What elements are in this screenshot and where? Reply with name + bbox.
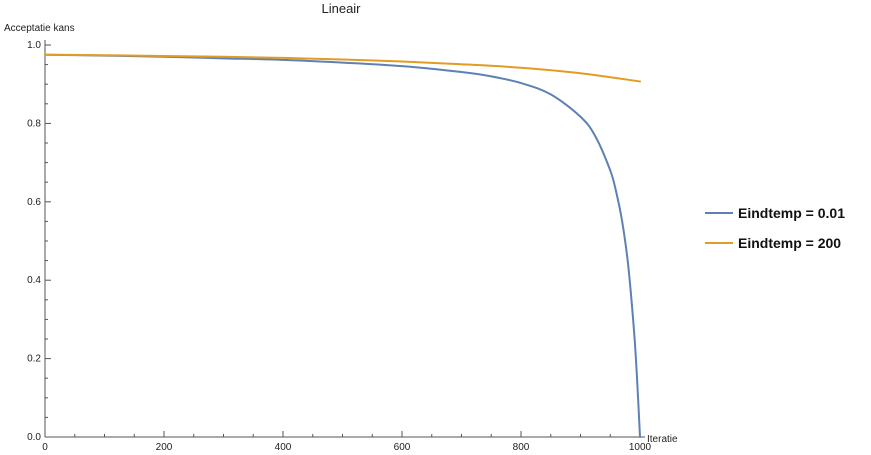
series-line-2 xyxy=(44,53,641,83)
x-tick-label: 800 xyxy=(513,442,530,453)
series-line-1 xyxy=(44,53,641,438)
x-tick-label: 200 xyxy=(156,442,173,453)
y-tick-label: 0.0 xyxy=(27,432,41,443)
x-tick-label: 0 xyxy=(42,442,48,453)
legend: Eindtemp = 0.01 Eindtemp = 200 xyxy=(705,205,845,251)
y-tick-label: 0.4 xyxy=(27,275,41,286)
legend-label: Eindtemp = 200 xyxy=(738,235,841,251)
x-tick-label: 1000 xyxy=(629,442,652,453)
y-ticks: 0.0 0.2 0.4 0.6 0.8 1.0 xyxy=(27,40,51,443)
y-tick-label: 1.0 xyxy=(27,40,41,51)
y-axis-label: Acceptatie kans xyxy=(4,23,75,34)
x-tick-label: 400 xyxy=(275,442,292,453)
series-lines xyxy=(44,53,641,438)
chart-title: Lineair xyxy=(321,1,361,16)
x-tick-label: 600 xyxy=(394,442,411,453)
x-ticks: 0 200 400 600 800 1000 xyxy=(42,431,652,453)
y-tick-label: 0.8 xyxy=(27,118,41,129)
y-tick-label: 0.6 xyxy=(27,197,41,208)
y-tick-label: 0.2 xyxy=(27,354,41,365)
legend-label: Eindtemp = 0.01 xyxy=(738,205,845,221)
x-axis-label: Iteratie xyxy=(647,434,678,445)
